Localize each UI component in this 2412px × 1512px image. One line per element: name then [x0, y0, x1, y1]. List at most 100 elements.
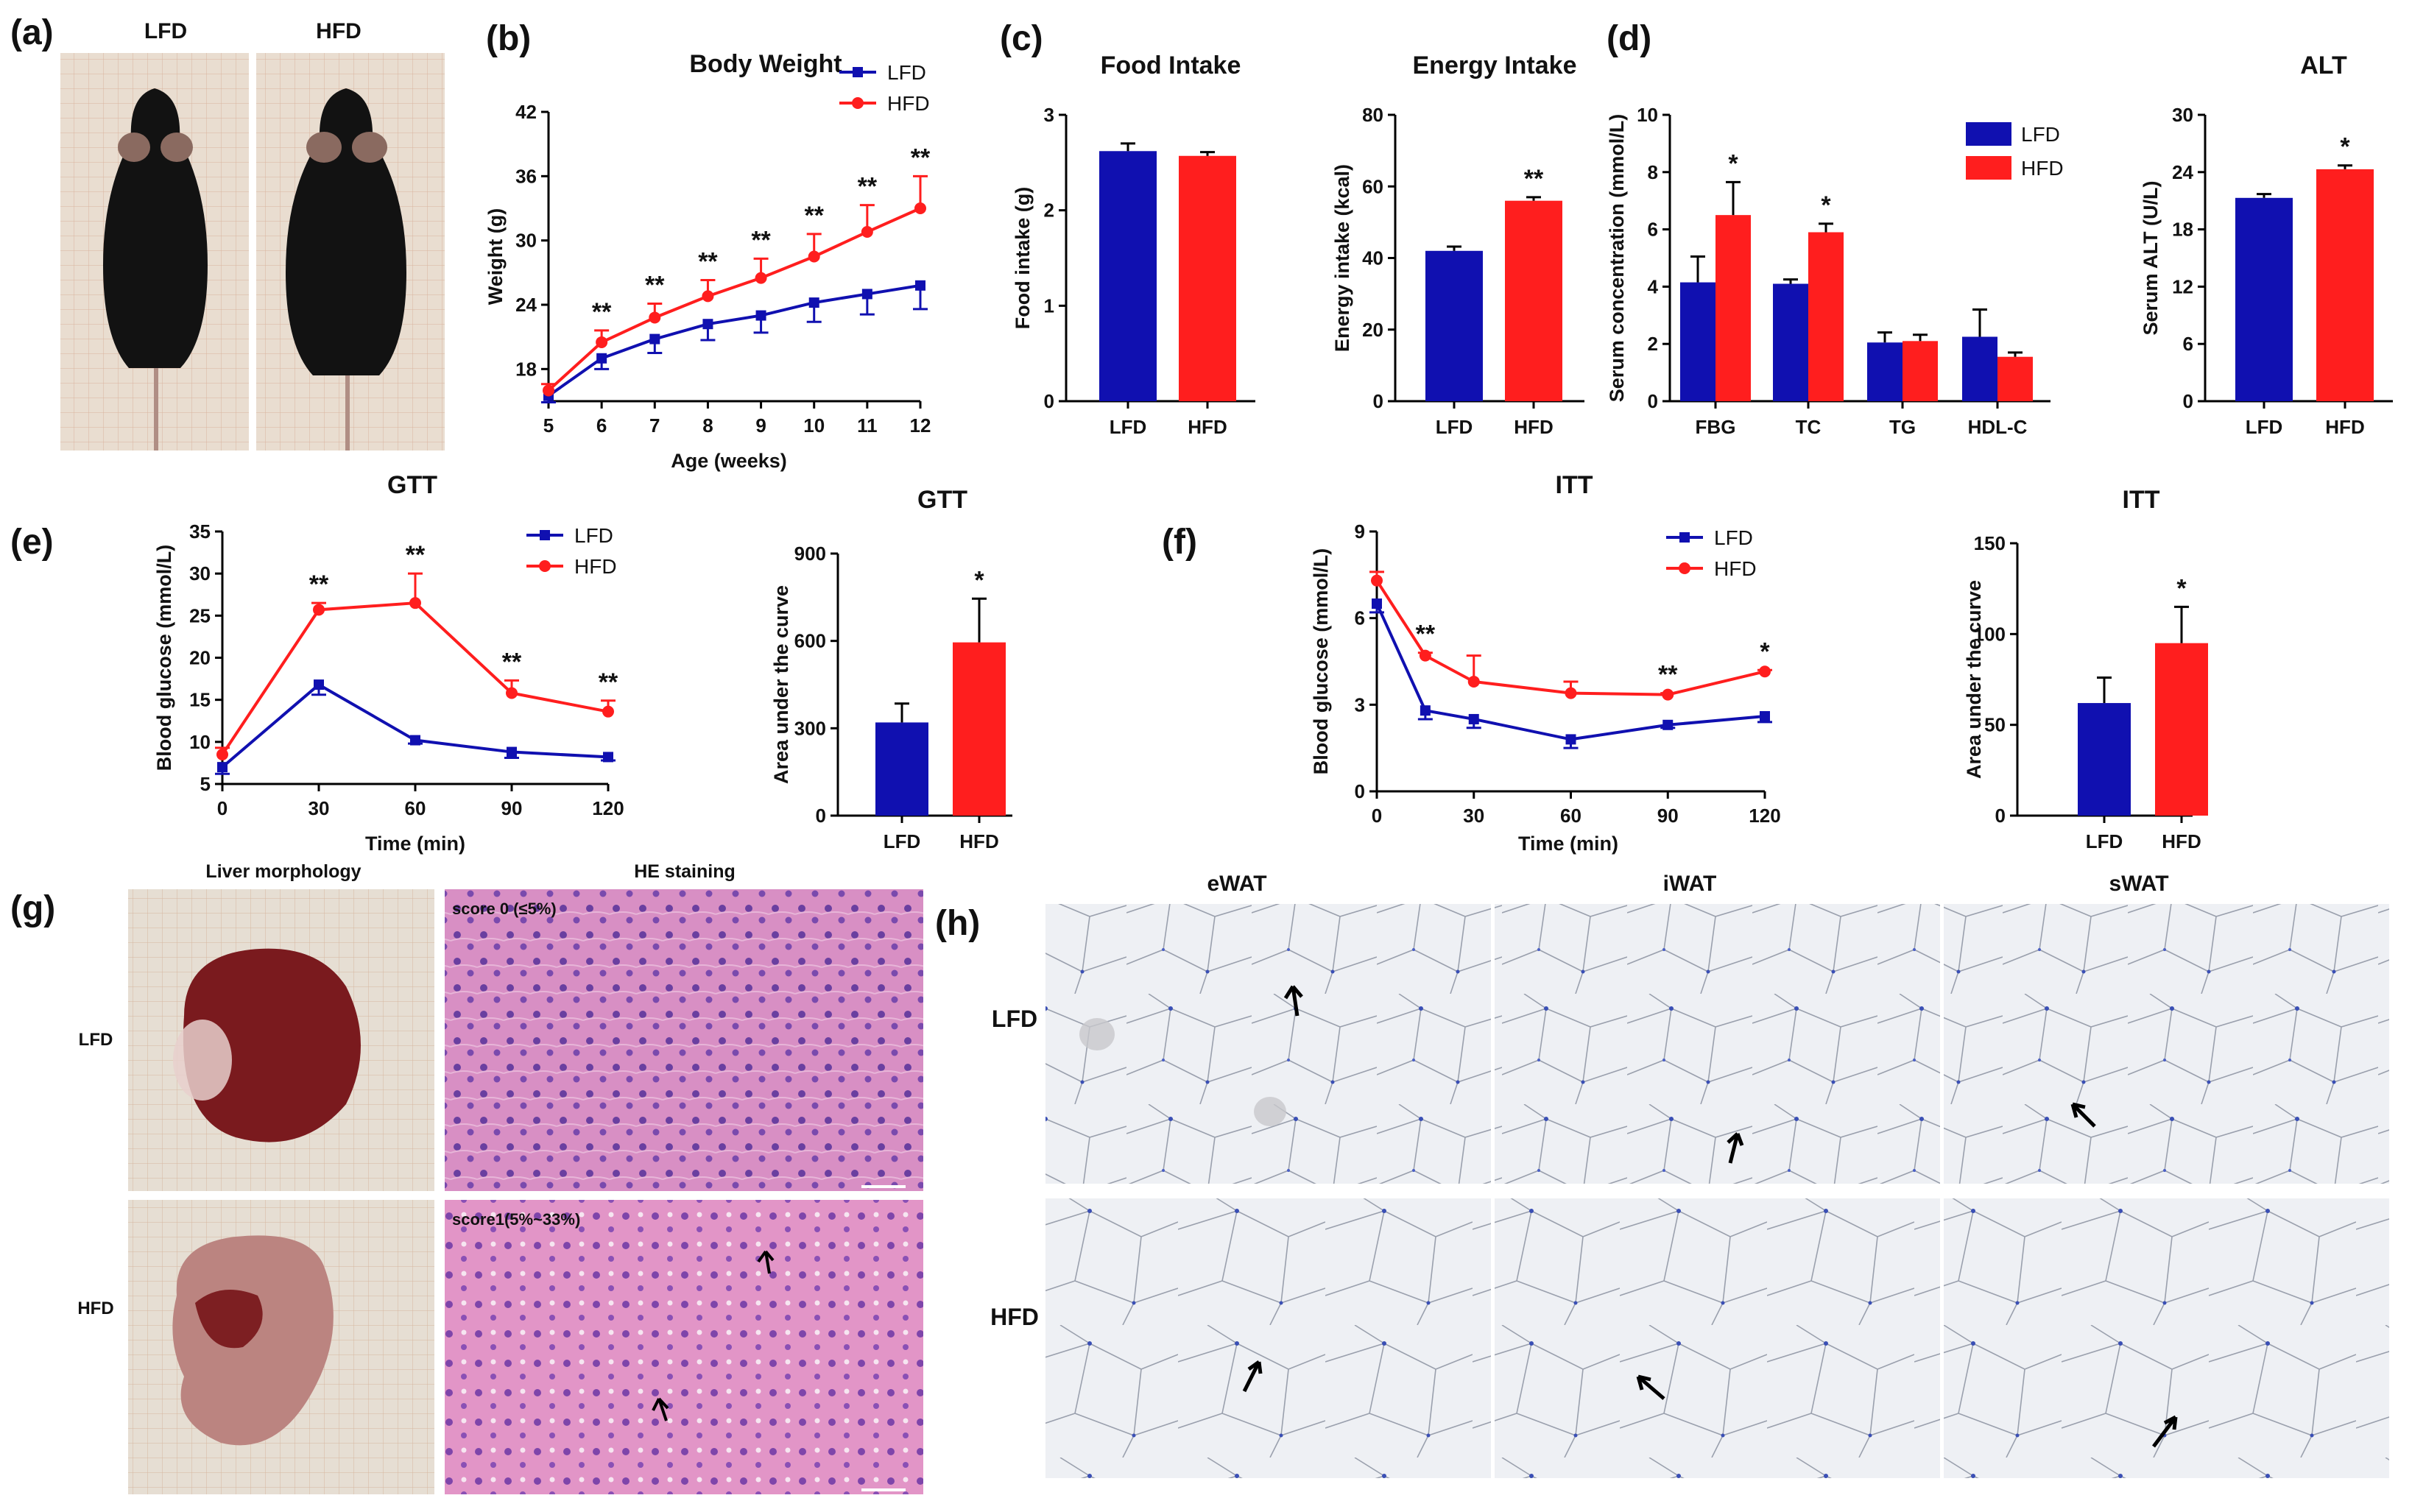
series-line-lfd	[1375, 603, 1766, 741]
x-tick-label: 5	[543, 414, 554, 437]
wat-row-lfd: LFD	[992, 1006, 1037, 1032]
y-tick-label: 15	[189, 689, 211, 711]
bar-lfd	[2078, 703, 2131, 816]
x-tick-label: 30	[308, 797, 330, 819]
significance-mark: **	[751, 226, 771, 254]
significance-mark: *	[974, 566, 984, 594]
x-tick-label: 11	[857, 414, 878, 437]
y-tick-label: 3	[1044, 104, 1054, 126]
bar-tc-lfd	[1773, 283, 1808, 401]
x-tick-label: 12	[910, 414, 931, 437]
wat-arrow-4	[1242, 1360, 1263, 1393]
point-hfd	[1759, 665, 1771, 678]
y-tick-label: 0	[2183, 390, 2193, 412]
y-tick-label: 8	[1648, 161, 1658, 183]
bar-tg-lfd	[1867, 342, 1903, 401]
chart-food-intake: 0 1 2 3 Food intake (g) Food Intake LFD HFD	[1012, 52, 1255, 438]
wat-ewat-lfd	[1045, 904, 1491, 1184]
liver-lfd-highlight	[173, 1020, 232, 1101]
liver-lfd-organ	[183, 948, 361, 1142]
y-tick-label: 0	[1355, 780, 1365, 802]
chart-alt: 0 6 12 18 24 30 Serum ALT (U/L) ALT LFD HFD *	[2140, 52, 2393, 438]
point-hfd	[914, 202, 926, 214]
wat-arrow-2	[1727, 1132, 1744, 1164]
legend-label: LFD	[2021, 123, 2060, 146]
y-tick-label: 0	[816, 805, 826, 827]
y-tick-label: 5	[200, 773, 211, 795]
x-tick-label: 60	[405, 797, 426, 819]
liver-morphology-title: Liver morphology	[205, 861, 361, 882]
x-tick-label: FBG	[1696, 416, 1736, 438]
wat-arrow-1	[1283, 985, 1303, 1017]
significance-mark: **	[1416, 621, 1436, 649]
significance-mark: *	[2340, 133, 2350, 161]
significance-mark: **	[804, 202, 824, 230]
y-axis-label: Area under the curve	[770, 585, 792, 784]
wat-iwat-lfd	[1495, 904, 1940, 1184]
point-lfd	[596, 353, 607, 364]
panel-d-label: (d)	[1607, 19, 1651, 58]
point-lfd	[1662, 719, 1674, 730]
panel-h-label: (h)	[935, 904, 980, 943]
legend-swatch	[1966, 122, 2011, 146]
significance-mark: **	[599, 668, 618, 696]
y-tick-label: 80	[1362, 104, 1383, 126]
x-tick-label: TC	[1796, 416, 1822, 438]
y-tick-label: 150	[1974, 532, 2006, 554]
point-lfd	[1420, 705, 1431, 716]
y-axis-label: Area under the curve	[1963, 580, 1985, 779]
point-hfd	[506, 687, 518, 699]
x-tick-label: LFD	[2086, 830, 2123, 852]
x-tick-label: 90	[501, 797, 523, 819]
photo-lfd-label: LFD	[144, 19, 187, 43]
wat-iwat-hfd	[1495, 1198, 1940, 1478]
y-axis-label: Energy intake (kcal)	[1331, 164, 1353, 352]
legend-marker	[853, 67, 863, 77]
legend-label: HFD	[1714, 557, 1757, 580]
significance-mark: **	[1658, 661, 1678, 689]
significance-mark: **	[858, 173, 878, 201]
bar-hdl-c-hfd	[1997, 356, 2033, 401]
point-hfd	[808, 250, 820, 263]
series-line-hfd	[547, 207, 921, 392]
he-lfd-image	[445, 889, 923, 1191]
wat-arrows	[1242, 985, 2178, 1448]
legend-label: LFD	[887, 61, 926, 84]
significance-mark: **	[698, 248, 718, 276]
y-tick-label: 60	[1362, 175, 1383, 197]
y-tick-label: 25	[189, 604, 211, 626]
y-tick-label: 0	[1995, 805, 2006, 827]
legend-label: HFD	[887, 92, 930, 115]
y-tick-label: 18	[2172, 219, 2193, 241]
significance-mark: *	[1821, 191, 1831, 219]
x-tick-label: 0	[217, 797, 228, 819]
legend-marker	[539, 560, 551, 572]
y-tick-label: 30	[515, 230, 537, 252]
x-tick-label: LFD	[1436, 416, 1473, 438]
point-lfd	[217, 762, 228, 773]
x-tick-label: 120	[1749, 805, 1780, 827]
y-axis-label: Blood glucose (mmol/L)	[1310, 548, 1332, 775]
significance-mark: **	[592, 298, 612, 326]
y-tick-label: 40	[1362, 247, 1383, 269]
significance-mark: **	[502, 648, 522, 676]
legend-swatch	[1966, 156, 2011, 180]
legend-label: HFD	[574, 555, 617, 578]
wat-swat-lfd	[1944, 904, 2389, 1184]
point-hfd	[1467, 675, 1480, 688]
y-axis-label: Blood glucose (mmol/L)	[153, 545, 175, 771]
chart-title: Body Weight	[689, 50, 842, 78]
x-tick-label: LFD	[884, 830, 921, 852]
bar-lfd	[1099, 151, 1157, 402]
he-scale-bar-1	[861, 1185, 906, 1188]
he-hfd-score: score1(5%~33%)	[452, 1210, 580, 1229]
significance-mark: *	[1760, 637, 1770, 665]
wat-arrow-6	[2152, 1415, 2178, 1448]
x-axis-label: Age (weeks)	[671, 450, 787, 472]
bar-fbg-lfd	[1680, 282, 1715, 401]
he-arrow-1	[757, 1250, 775, 1274]
point-hfd	[702, 290, 714, 303]
significance-mark: *	[1728, 149, 1738, 177]
wat-col-iwat: iWAT	[1663, 872, 1717, 896]
point-hfd	[313, 604, 325, 616]
